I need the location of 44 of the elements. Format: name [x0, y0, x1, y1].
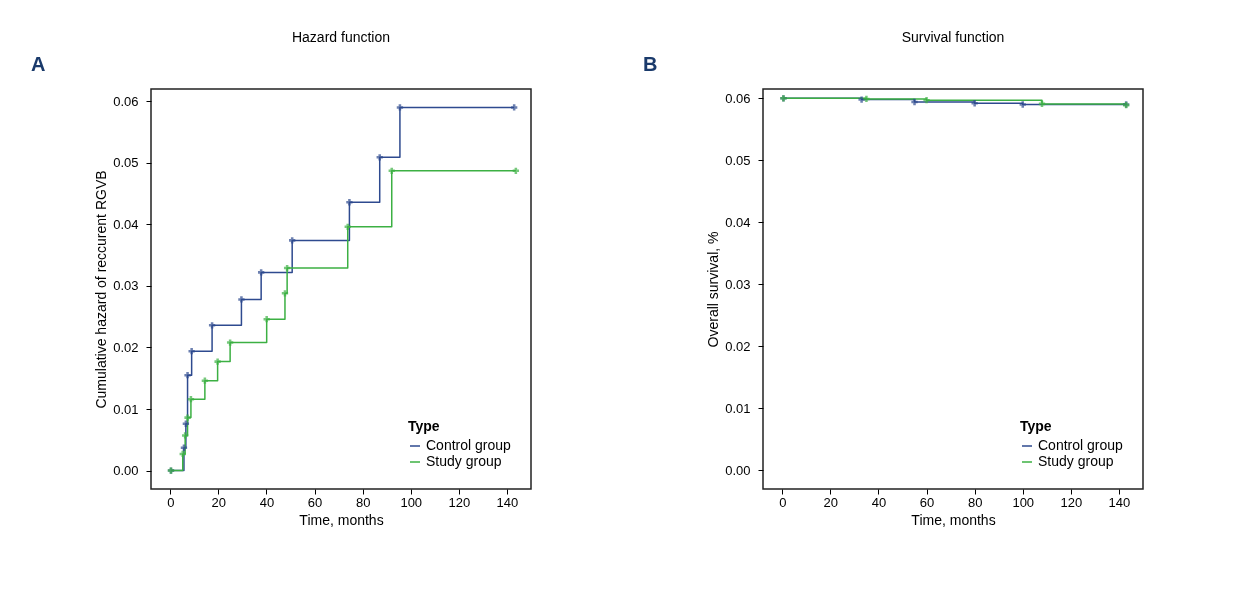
x-tick-label: 140: [496, 494, 519, 510]
x-tick-label: 100: [1012, 494, 1035, 510]
y-tick-label: 0.01: [725, 400, 751, 416]
x-tick-label: 80: [355, 494, 371, 510]
y-tick-label: 0.04: [725, 214, 751, 230]
chart-title: Survival function: [901, 29, 1005, 45]
y-tick-label: 0.05: [113, 155, 139, 171]
x-tick-label: 120: [448, 494, 471, 510]
legend-label: Control group: [1038, 437, 1124, 453]
x-tick-label: 100: [400, 494, 423, 510]
chart-title: Hazard function: [291, 29, 391, 45]
y-tick-label: 0.00: [113, 463, 139, 479]
x-tick-label: 60: [307, 494, 323, 510]
x-tick-label: 40: [871, 494, 887, 510]
y-axis-title: Overall survival, %: [705, 231, 722, 348]
y-tick-label: 0.01: [113, 401, 139, 417]
y-tick-label: 0.02: [725, 338, 751, 354]
y-tick-label: 0.06: [725, 90, 751, 106]
legend-label: Study group: [1038, 453, 1114, 469]
x-tick-label: 80: [967, 494, 983, 510]
y-tick-label: 0.02: [113, 339, 139, 355]
x-tick-label: 20: [211, 494, 227, 510]
x-tick-label: 20: [823, 494, 839, 510]
legend-title: Type: [408, 418, 440, 434]
x-axis-title: Time, months: [911, 511, 996, 528]
y-tick-label: 0.00: [725, 462, 751, 478]
x-tick-label: 60: [919, 494, 935, 510]
x-axis-title: Time, months: [299, 511, 384, 528]
text: A: [31, 53, 46, 75]
x-tick-label: 40: [259, 494, 275, 510]
legend-label: Study group: [426, 453, 502, 469]
legend-title: Type: [1020, 418, 1052, 434]
y-axis-title: Cumulative hazard of reccurent RGVB: [93, 170, 110, 409]
x-tick-label: 0: [167, 494, 175, 510]
x-tick-label: 140: [1108, 494, 1131, 510]
y-tick-label: 0.03: [113, 278, 139, 294]
x-tick-label: 0: [779, 494, 787, 510]
y-tick-label: 0.06: [113, 93, 139, 109]
y-tick-label: 0.03: [725, 276, 751, 292]
y-tick-label: 0.05: [725, 152, 751, 168]
text: B: [643, 53, 658, 75]
y-tick-label: 0.04: [113, 216, 139, 232]
legend-label: Control group: [426, 437, 512, 453]
x-tick-label: 120: [1060, 494, 1083, 510]
